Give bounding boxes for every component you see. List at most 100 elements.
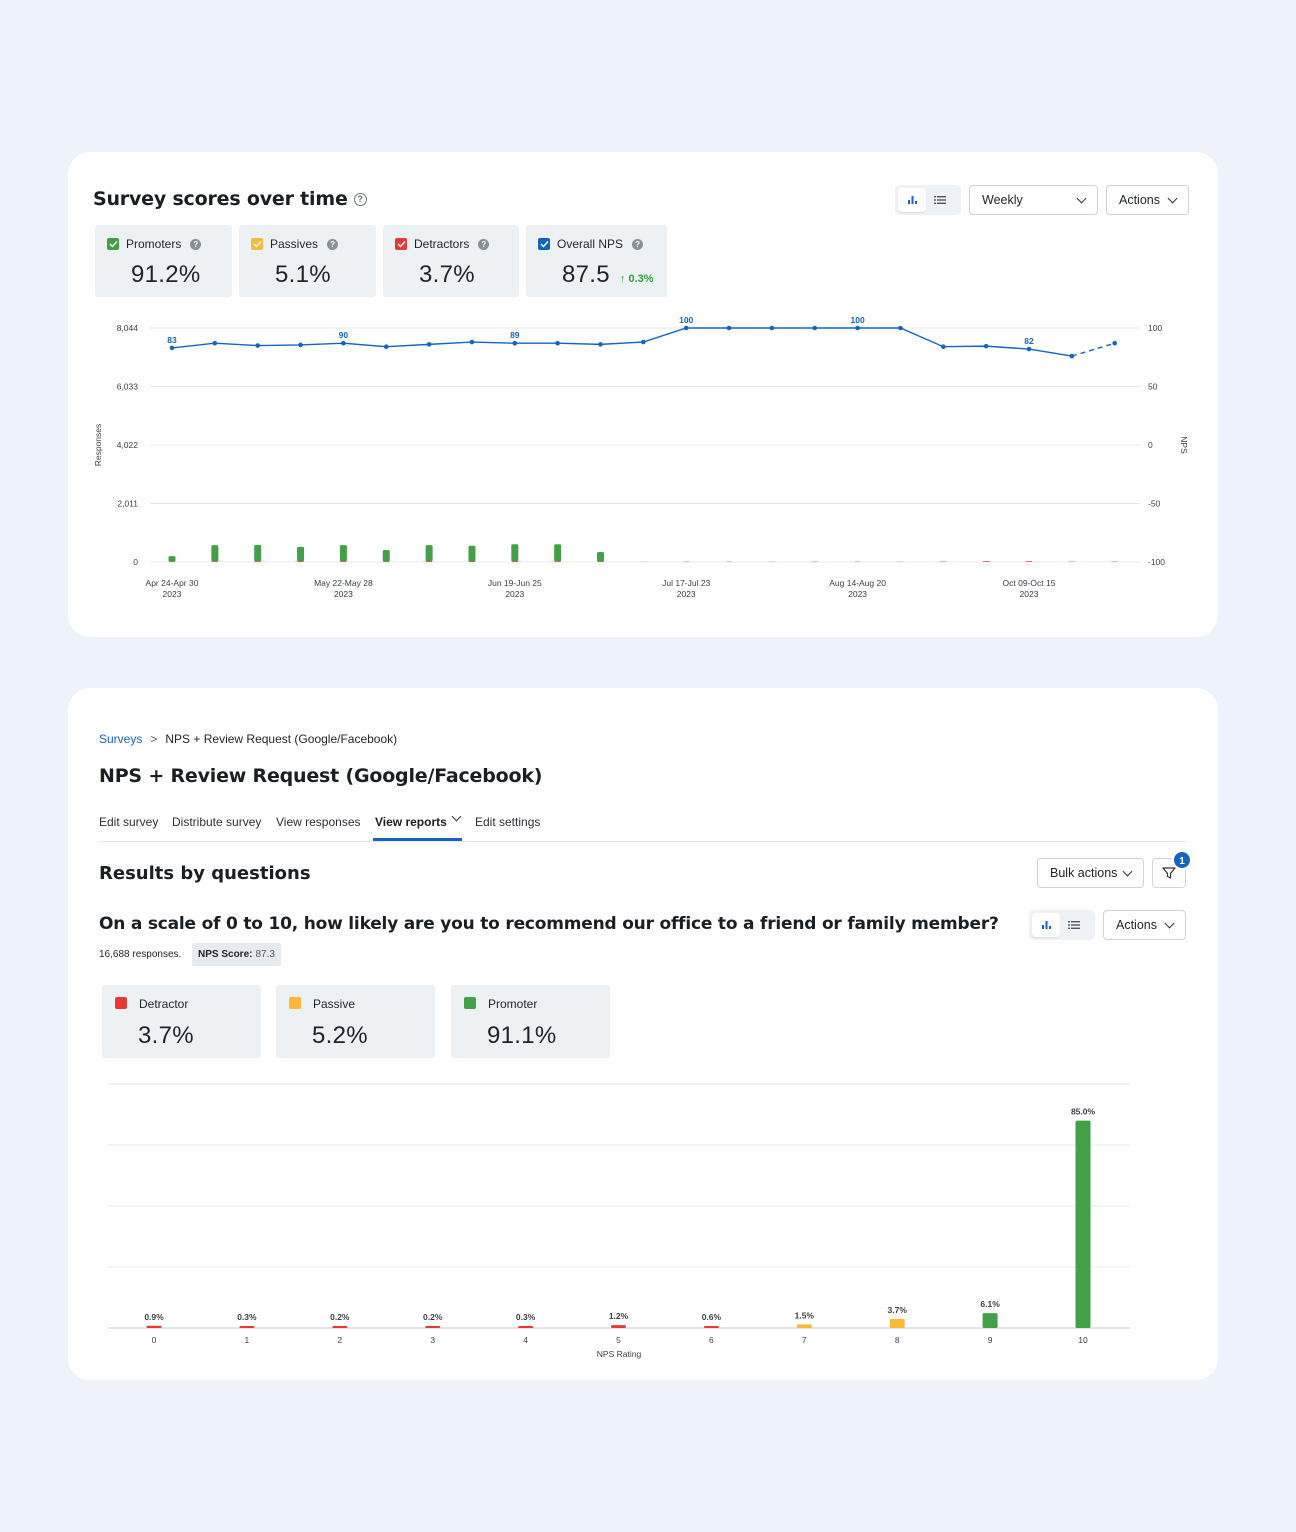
breadcrumb: Surveys > NPS + Review Request (Google/F… <box>99 732 397 746</box>
filter-count-badge: 1 <box>1172 850 1192 870</box>
chart-view-button[interactable] <box>898 188 926 212</box>
bar-data-label: 1.5% <box>795 1310 815 1320</box>
stat-overall-nps[interactable]: Overall NPS? 87.5 ↑ 0.3% <box>526 225 667 297</box>
list-view-button[interactable] <box>1060 913 1088 937</box>
y2-tick-label: 0 <box>1148 440 1153 450</box>
detractor-bar <box>297 561 305 562</box>
tab-edit-survey[interactable]: Edit survey <box>99 815 159 829</box>
nps-data-label: 90 <box>339 330 349 340</box>
help-icon[interactable]: ? <box>632 238 644 250</box>
y2-tick-label: 50 <box>1148 382 1158 392</box>
stat-value: 5.2% <box>312 1022 368 1049</box>
help-icon[interactable]: ? <box>327 238 339 250</box>
checkbox-icon[interactable] <box>395 238 407 250</box>
help-icon[interactable]: ? <box>190 238 202 250</box>
bulk-actions-dropdown[interactable]: Bulk actions <box>1037 858 1144 888</box>
nps-rating-chart: 0.9% 0 0.3% 1 0.2% 2 0.2% 3 0.3% 4 1.2% 5 0.6% 6 1.5% 7… <box>108 1083 1130 1359</box>
checkbox-icon[interactable] <box>251 238 263 250</box>
nps-score-value: 87.3 <box>255 949 275 960</box>
nps-point <box>641 339 646 345</box>
nps-point <box>169 345 175 351</box>
page-title: NPS + Review Request (Google/Facebook) <box>99 765 543 787</box>
legend-swatch <box>289 997 301 1009</box>
x-axis-label: NPS Rating <box>597 1349 642 1359</box>
nps-point <box>255 343 260 348</box>
x-tick-label: Jul 17-Jul 23 <box>662 578 710 588</box>
chevron-down-icon <box>1076 193 1087 203</box>
tab-distribute-survey[interactable]: Distribute survey <box>172 815 262 829</box>
nps-line <box>171 327 1072 357</box>
nps-point <box>941 344 946 350</box>
x-tick-label: 3 <box>430 1335 435 1345</box>
chevron-down-icon <box>1167 193 1178 203</box>
stat-header: Promoters? <box>107 237 202 251</box>
promoter-bar <box>211 545 219 562</box>
stat-value-row: 5.1% <box>275 261 331 289</box>
tab-edit-settings[interactable]: Edit settings <box>475 815 541 829</box>
rating-bar <box>703 1326 719 1328</box>
x-tick-label: 8 <box>895 1335 900 1345</box>
stat-value: 87.5 <box>562 261 610 288</box>
nps-point <box>298 342 303 348</box>
nps-data-label: 82 <box>1024 336 1034 346</box>
breadcrumb-surveys-link[interactable]: Surveys <box>99 732 143 746</box>
y-tick-label: 4,022 <box>117 440 139 450</box>
actions-dropdown[interactable]: Actions <box>1106 185 1189 215</box>
stat-header: Overall NPS? <box>538 237 644 251</box>
detractor-bar <box>339 561 347 562</box>
chart-view-button[interactable] <box>1032 913 1060 937</box>
rating-bar <box>982 1313 998 1328</box>
nps-data-label: 83 <box>167 335 177 345</box>
stat-promoters[interactable]: Promoters? 91.2% <box>95 225 232 297</box>
stat-value: 3.7% <box>138 1022 194 1049</box>
nps-point <box>726 325 732 331</box>
x-tick-label: 0 <box>152 1335 157 1345</box>
nps-point <box>341 340 346 346</box>
nps-point <box>855 325 860 331</box>
stat-label: Detractors <box>414 237 470 251</box>
stat-detractors[interactable]: Detractors? 3.7% <box>383 225 519 297</box>
card-title: Survey scores over time <box>93 188 348 210</box>
y2-tick-label: 100 <box>1148 323 1162 333</box>
tab-view-responses[interactable]: View responses <box>276 815 361 829</box>
nps-data-label: 100 <box>679 315 693 325</box>
nps-point <box>1112 340 1117 346</box>
promoter-bar <box>254 544 262 562</box>
tab-view-reports[interactable]: View reports <box>375 815 447 829</box>
stat-passives[interactable]: Passives? 5.1% <box>239 225 376 297</box>
nps-projected-line <box>1071 342 1115 357</box>
rating-bar <box>425 1326 441 1328</box>
chevron-down-icon <box>1164 918 1175 928</box>
list-view-button[interactable] <box>926 188 954 212</box>
question-actions-dropdown[interactable]: Actions <box>1103 910 1186 940</box>
stat-value: 91.1% <box>487 1022 557 1049</box>
period-select[interactable]: Weekly <box>969 185 1098 215</box>
help-icon[interactable]: ? <box>478 238 490 250</box>
bulk-actions-label: Bulk actions <box>1050 866 1118 880</box>
list-icon <box>934 196 946 204</box>
stat-value-row: 87.5 ↑ 0.3% <box>562 261 654 289</box>
y-tick-label: 8,044 <box>117 323 139 333</box>
x-tick-label: 6 <box>709 1335 714 1345</box>
x-tick-label: 10 <box>1078 1335 1088 1345</box>
list-icon <box>1068 921 1080 929</box>
detractor-bar <box>468 561 476 562</box>
x-tick-label: 1 <box>245 1335 250 1345</box>
bar-data-label: 85.0% <box>1071 1107 1096 1117</box>
bar-data-label: 6.1% <box>980 1299 1000 1309</box>
checkbox-icon[interactable] <box>107 238 119 250</box>
detractor-bar <box>1025 561 1033 562</box>
y-tick-label: 6,033 <box>117 382 139 392</box>
stat-value-row: 3.7% <box>419 261 475 289</box>
y2-tick-label: -50 <box>1148 499 1161 509</box>
checkbox-icon[interactable] <box>538 238 550 250</box>
detractor-bar <box>254 561 262 562</box>
y2-axis-label: NPS <box>1179 436 1189 454</box>
promoter-bar <box>597 551 604 562</box>
bar-data-label: 0.6% <box>702 1312 722 1322</box>
detractor-bar <box>425 561 433 562</box>
filter-button[interactable] <box>1152 858 1186 888</box>
y-axis-label: Responses <box>93 424 103 467</box>
promoter-bar <box>297 546 305 562</box>
help-icon[interactable]: ? <box>353 192 367 206</box>
